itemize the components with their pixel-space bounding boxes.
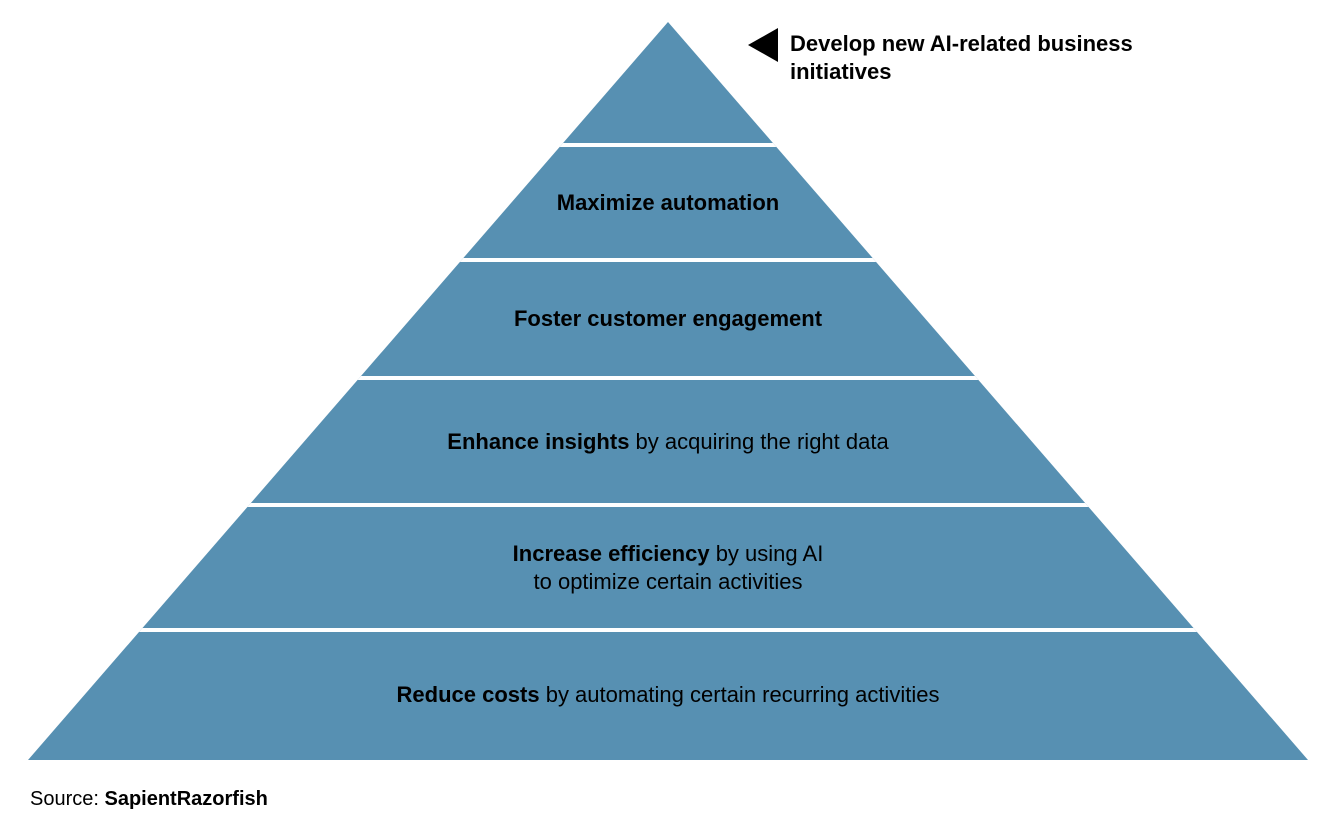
callout-arrow-icon xyxy=(748,28,778,62)
source-prefix: Source: xyxy=(30,788,104,810)
pyramid-divider xyxy=(358,376,979,380)
callout-text: Develop new AI-related business initiati… xyxy=(790,30,1150,85)
source-name: SapientRazorfish xyxy=(104,788,267,810)
pyramid-layer-label: Increase efficiency by using AIto optimi… xyxy=(218,540,1118,595)
pyramid-diagram: Develop new AI-related business initiati… xyxy=(0,0,1335,827)
pyramid-divider xyxy=(560,143,777,147)
pyramid-layer-label: Foster customer engagement xyxy=(218,305,1118,333)
pyramid-divider xyxy=(247,503,1088,507)
pyramid-layer-label: Maximize automation xyxy=(218,189,1118,217)
pyramid-layer-label: Reduce costs by automating certain recur… xyxy=(218,681,1118,709)
source-line: Source: SapientRazorfish xyxy=(30,788,268,811)
pyramid-divider xyxy=(139,628,1197,632)
pyramid-layer-label: Enhance insights by acquiring the right … xyxy=(218,428,1118,456)
pyramid-divider xyxy=(460,258,876,262)
pyramid-body xyxy=(28,22,1308,760)
